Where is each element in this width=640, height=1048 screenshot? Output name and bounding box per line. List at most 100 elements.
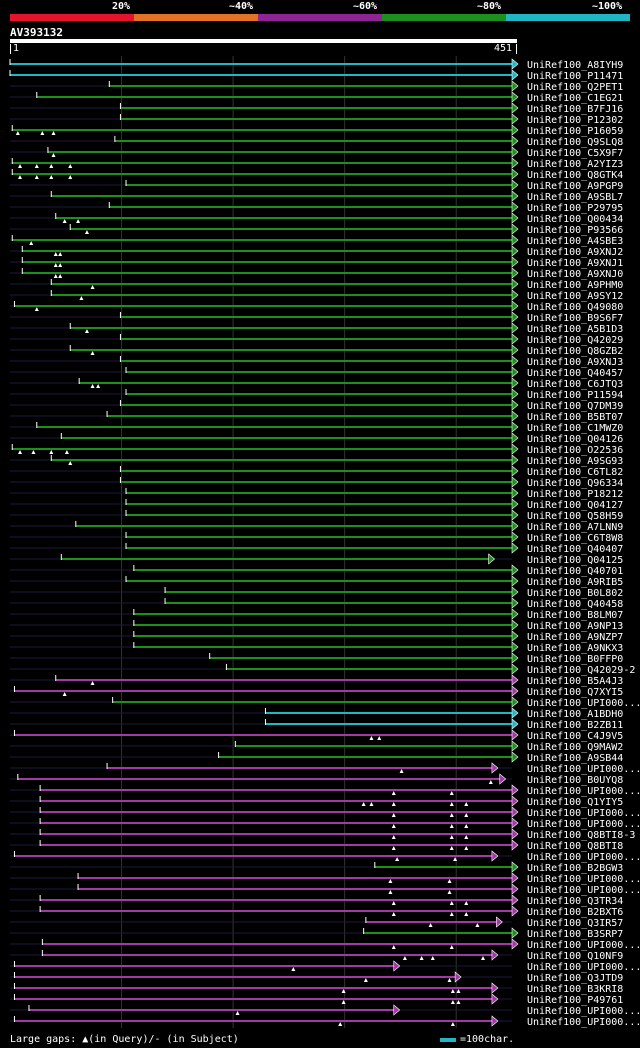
hit-row[interactable]: UniRef100_Q10NF9	[10, 949, 623, 962]
hit-row[interactable]: UniRef100_Q58H59	[10, 509, 623, 522]
hit-row[interactable]: UniRef100_A9SY12	[10, 289, 623, 302]
hit-row[interactable]: UniRef100_UPI000...	[10, 883, 640, 896]
hit-row[interactable]: UniRef100_B9S6F7	[10, 311, 623, 324]
hit-row[interactable]: UniRef100_C1MWZ0	[10, 421, 623, 434]
hit-row[interactable]: UniRef100_Q04126	[10, 432, 623, 445]
hit-row[interactable]: UniRef100_Q3IR57	[10, 916, 623, 929]
hit-row[interactable]: UniRef100_A9PGP9	[10, 179, 623, 192]
hit-label[interactable]: UniRef100_C5X9F7	[527, 148, 623, 159]
hit-row[interactable]: UniRef100_B3SRP7	[10, 927, 623, 940]
hit-label[interactable]: UniRef100_UPI000...	[527, 962, 640, 973]
hit-label[interactable]: UniRef100_B2BXT6	[527, 907, 623, 918]
hit-row[interactable]: UniRef100_Q42029-2	[10, 663, 635, 676]
hit-label[interactable]: UniRef100_B3KRI8	[527, 984, 623, 995]
hit-row[interactable]: UniRef100_Q04127	[10, 498, 623, 511]
hit-label[interactable]: UniRef100_B0FFP0	[527, 654, 623, 665]
hit-row[interactable]: UniRef100_B0FFP0	[10, 652, 623, 665]
hit-label[interactable]: UniRef100_B7FJ16	[527, 104, 623, 115]
hit-row[interactable]: UniRef100_Q3JTD9	[10, 971, 623, 984]
hit-row[interactable]: UniRef100_P18212	[10, 487, 623, 500]
hit-label[interactable]: UniRef100_A7LNN9	[527, 522, 623, 533]
hit-row[interactable]: UniRef100_UPI000...	[10, 806, 640, 819]
hit-row[interactable]: UniRef100_P29795	[10, 201, 623, 214]
hit-label[interactable]: UniRef100_B8LM07	[527, 610, 623, 621]
hit-label[interactable]: UniRef100_UPI000...	[527, 819, 640, 830]
hit-row[interactable]: UniRef100_Q42029	[10, 333, 623, 346]
hit-label[interactable]: UniRef100_C6TL82	[527, 467, 623, 478]
hit-row[interactable]: UniRef100_P11594	[10, 388, 623, 401]
hit-label[interactable]: UniRef100_P11594	[527, 390, 623, 401]
hit-label[interactable]: UniRef100_A4SBE3	[527, 236, 623, 247]
hit-row[interactable]: UniRef100_A9SG93	[10, 454, 623, 467]
hit-label[interactable]: UniRef100_Q9MAW2	[527, 742, 623, 753]
hit-row[interactable]: UniRef100_P12302	[10, 113, 623, 126]
hit-row[interactable]: UniRef100_Q8GTK4	[10, 168, 623, 181]
hit-row[interactable]: UniRef100_C5X9F7	[10, 146, 623, 159]
hit-label[interactable]: UniRef100_Q04126	[527, 434, 623, 445]
hit-label[interactable]: UniRef100_Q96334	[527, 478, 623, 489]
hit-row[interactable]: UniRef100_UPI000...	[10, 762, 640, 775]
hit-label[interactable]: UniRef100_Q40457	[527, 368, 623, 379]
hit-label[interactable]: UniRef100_P49761	[527, 995, 623, 1006]
hit-row[interactable]: UniRef100_B0L802	[10, 586, 623, 599]
hit-row[interactable]: UniRef100_Q2PET1	[10, 80, 623, 93]
hit-label[interactable]: UniRef100_A5B1D3	[527, 324, 623, 335]
hit-row[interactable]: UniRef100_Q96334	[10, 476, 623, 489]
hit-row[interactable]: UniRef100_A9XNJ0	[10, 267, 623, 280]
hit-row[interactable]: UniRef100_P16059	[10, 124, 623, 137]
hit-row[interactable]: UniRef100_UPI000...	[10, 1015, 640, 1028]
hit-row[interactable]: UniRef100_B0UYQ8	[10, 773, 623, 786]
hit-label[interactable]: UniRef100_Q8BTI8	[527, 841, 623, 852]
hit-row[interactable]: UniRef100_A2YIZ3	[10, 157, 623, 170]
hit-row[interactable]: UniRef100_UPI000...	[10, 1004, 640, 1017]
hit-label[interactable]: UniRef100_Q40407	[527, 544, 623, 555]
hit-row[interactable]: UniRef100_Q9SLQ8	[10, 135, 623, 148]
hit-row[interactable]: UniRef100_P49761	[10, 993, 623, 1006]
hit-row[interactable]: UniRef100_P11471	[9, 69, 623, 82]
hit-label[interactable]: UniRef100_P93566	[527, 225, 623, 236]
hit-label[interactable]: UniRef100_Q49080	[527, 302, 623, 313]
hit-label[interactable]: UniRef100_A8IYH9	[527, 60, 623, 71]
hit-label[interactable]: UniRef100_A9XNJ0	[527, 269, 623, 280]
hit-label[interactable]: UniRef100_Q40458	[527, 599, 623, 610]
hit-label[interactable]: UniRef100_UPI000...	[527, 885, 640, 896]
hit-label[interactable]: UniRef100_A1BDH0	[527, 709, 623, 720]
hit-label[interactable]: UniRef100_A9SBL7	[527, 192, 623, 203]
hit-label[interactable]: UniRef100_Q8BTI8-3	[527, 830, 635, 841]
hit-row[interactable]: UniRef100_Q1YIY5	[10, 795, 623, 808]
hit-label[interactable]: UniRef100_C1EG21	[527, 93, 623, 104]
hit-label[interactable]: UniRef100_UPI000...	[527, 852, 640, 863]
hit-row[interactable]: UniRef100_C6JTQ3	[10, 377, 623, 390]
hit-label[interactable]: UniRef100_Q42029-2	[527, 665, 635, 676]
hit-label[interactable]: UniRef100_C4J9V5	[527, 731, 623, 742]
hit-row[interactable]: UniRef100_A9PHM0	[10, 278, 623, 291]
hit-label[interactable]: UniRef100_A9XNJ3	[527, 357, 623, 368]
hit-label[interactable]: UniRef100_A9NKX3	[527, 643, 623, 654]
hit-label[interactable]: UniRef100_Q7DM39	[527, 401, 623, 412]
hit-label[interactable]: UniRef100_P16059	[527, 126, 623, 137]
hit-row[interactable]: UniRef100_Q00434	[10, 212, 623, 225]
hit-row[interactable]: UniRef100_Q8BTI8-3	[10, 828, 635, 841]
hit-row[interactable]: UniRef100_A9NP13	[10, 619, 623, 632]
hit-row[interactable]: UniRef100_A9RIB5	[10, 575, 623, 588]
hit-label[interactable]: UniRef100_B3SRP7	[527, 929, 623, 940]
hit-label[interactable]: UniRef100_Q00434	[527, 214, 623, 225]
hit-label[interactable]: UniRef100_P12302	[527, 115, 623, 126]
hit-row[interactable]: UniRef100_Q7XYI5	[10, 685, 623, 698]
hit-label[interactable]: UniRef100_Q9SLQ8	[527, 137, 623, 148]
hit-label[interactable]: UniRef100_Q3IR57	[527, 918, 623, 929]
hit-row[interactable]: UniRef100_B5BT07	[10, 410, 623, 423]
hit-label[interactable]: UniRef100_A9SY12	[527, 291, 623, 302]
hit-label[interactable]: UniRef100_B9S6F7	[527, 313, 623, 324]
hit-row[interactable]: UniRef100_Q04125	[10, 553, 623, 566]
hit-label[interactable]: UniRef100_P18212	[527, 489, 623, 500]
hit-label[interactable]: UniRef100_A2YIZ3	[527, 159, 623, 170]
hit-label[interactable]: UniRef100_Q3TR34	[527, 896, 623, 907]
hit-label[interactable]: UniRef100_A9NP13	[527, 621, 623, 632]
hit-row[interactable]: UniRef100_UPI000...	[10, 784, 640, 797]
hit-row[interactable]: UniRef100_B8LM07	[10, 608, 623, 621]
hit-label[interactable]: UniRef100_A9SG93	[527, 456, 623, 467]
hit-label[interactable]: UniRef100_Q10NF9	[527, 951, 623, 962]
hit-row[interactable]: UniRef100_UPI000...	[10, 817, 640, 830]
hit-label[interactable]: UniRef100_P11471	[527, 71, 623, 82]
